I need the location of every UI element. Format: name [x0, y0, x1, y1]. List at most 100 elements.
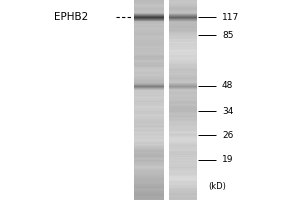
Bar	[134, 56, 164, 57]
Bar	[169, 180, 196, 181]
Bar	[169, 73, 196, 74]
Bar	[169, 76, 196, 77]
Bar	[134, 132, 164, 133]
Bar	[169, 46, 196, 47]
Bar	[134, 189, 164, 190]
Bar	[134, 162, 164, 163]
Bar	[134, 57, 164, 58]
Bar	[169, 164, 196, 165]
Bar	[169, 84, 196, 85]
Bar	[134, 104, 164, 105]
Bar	[169, 197, 196, 198]
Bar	[134, 79, 164, 80]
Text: EPHB2: EPHB2	[54, 12, 88, 22]
Bar	[169, 54, 196, 55]
Bar	[134, 174, 164, 175]
Bar	[134, 70, 164, 71]
Bar	[134, 168, 164, 169]
Bar	[169, 47, 196, 48]
Bar	[134, 20, 164, 21]
Bar	[134, 147, 164, 148]
Bar	[134, 124, 164, 125]
Bar	[169, 3, 196, 4]
Bar	[134, 71, 164, 72]
Bar	[169, 95, 196, 96]
Bar	[134, 8, 164, 9]
Bar	[169, 173, 196, 174]
Bar	[134, 130, 164, 131]
Bar	[169, 130, 196, 131]
Bar	[169, 63, 196, 64]
Bar	[169, 34, 196, 35]
Bar	[134, 92, 164, 93]
Bar	[169, 174, 196, 175]
Bar	[134, 163, 164, 164]
Bar	[134, 129, 164, 130]
Bar	[169, 102, 196, 103]
Bar	[169, 91, 196, 92]
Bar	[134, 164, 164, 165]
Bar	[169, 109, 196, 110]
Bar	[134, 109, 164, 110]
Bar	[169, 175, 196, 176]
Bar	[134, 112, 164, 113]
Bar	[169, 167, 196, 168]
Bar	[169, 94, 196, 95]
Bar	[134, 150, 164, 151]
Bar	[134, 59, 164, 60]
Bar	[134, 142, 164, 143]
Bar	[134, 131, 164, 132]
Bar	[169, 52, 196, 53]
Bar	[134, 89, 164, 90]
Bar	[134, 93, 164, 94]
Bar	[134, 40, 164, 41]
Bar	[169, 141, 196, 142]
Bar	[134, 137, 164, 138]
Bar	[169, 59, 196, 60]
Bar	[134, 156, 164, 157]
Bar	[134, 68, 164, 69]
Bar	[169, 190, 196, 191]
Bar	[134, 38, 164, 39]
Bar	[169, 178, 196, 179]
Bar	[169, 118, 196, 119]
Bar	[169, 71, 196, 72]
Bar	[169, 192, 196, 193]
Bar	[134, 117, 164, 118]
Bar	[169, 38, 196, 39]
Bar	[169, 149, 196, 150]
Bar	[169, 6, 196, 7]
Bar	[169, 68, 196, 69]
Bar	[134, 80, 164, 81]
Bar	[169, 135, 196, 136]
Bar	[169, 48, 196, 49]
Bar	[169, 16, 196, 17]
Bar	[134, 94, 164, 95]
Bar	[134, 90, 164, 91]
Bar	[134, 91, 164, 92]
Bar	[169, 154, 196, 155]
Bar	[134, 113, 164, 114]
Bar	[169, 24, 196, 25]
Bar	[169, 17, 196, 18]
Bar	[134, 25, 164, 26]
Bar	[134, 138, 164, 139]
Bar	[169, 136, 196, 137]
Bar	[169, 189, 196, 190]
Bar	[134, 136, 164, 137]
Bar	[169, 147, 196, 148]
Bar	[134, 67, 164, 68]
Bar	[169, 110, 196, 111]
Bar	[134, 110, 164, 111]
Bar	[169, 127, 196, 128]
Bar	[134, 175, 164, 176]
Bar	[134, 121, 164, 122]
Bar	[134, 105, 164, 106]
Bar	[134, 76, 164, 77]
Bar	[169, 61, 196, 62]
Bar	[134, 185, 164, 186]
Bar	[134, 107, 164, 108]
Bar	[134, 75, 164, 76]
Bar	[134, 96, 164, 97]
Bar	[169, 43, 196, 44]
